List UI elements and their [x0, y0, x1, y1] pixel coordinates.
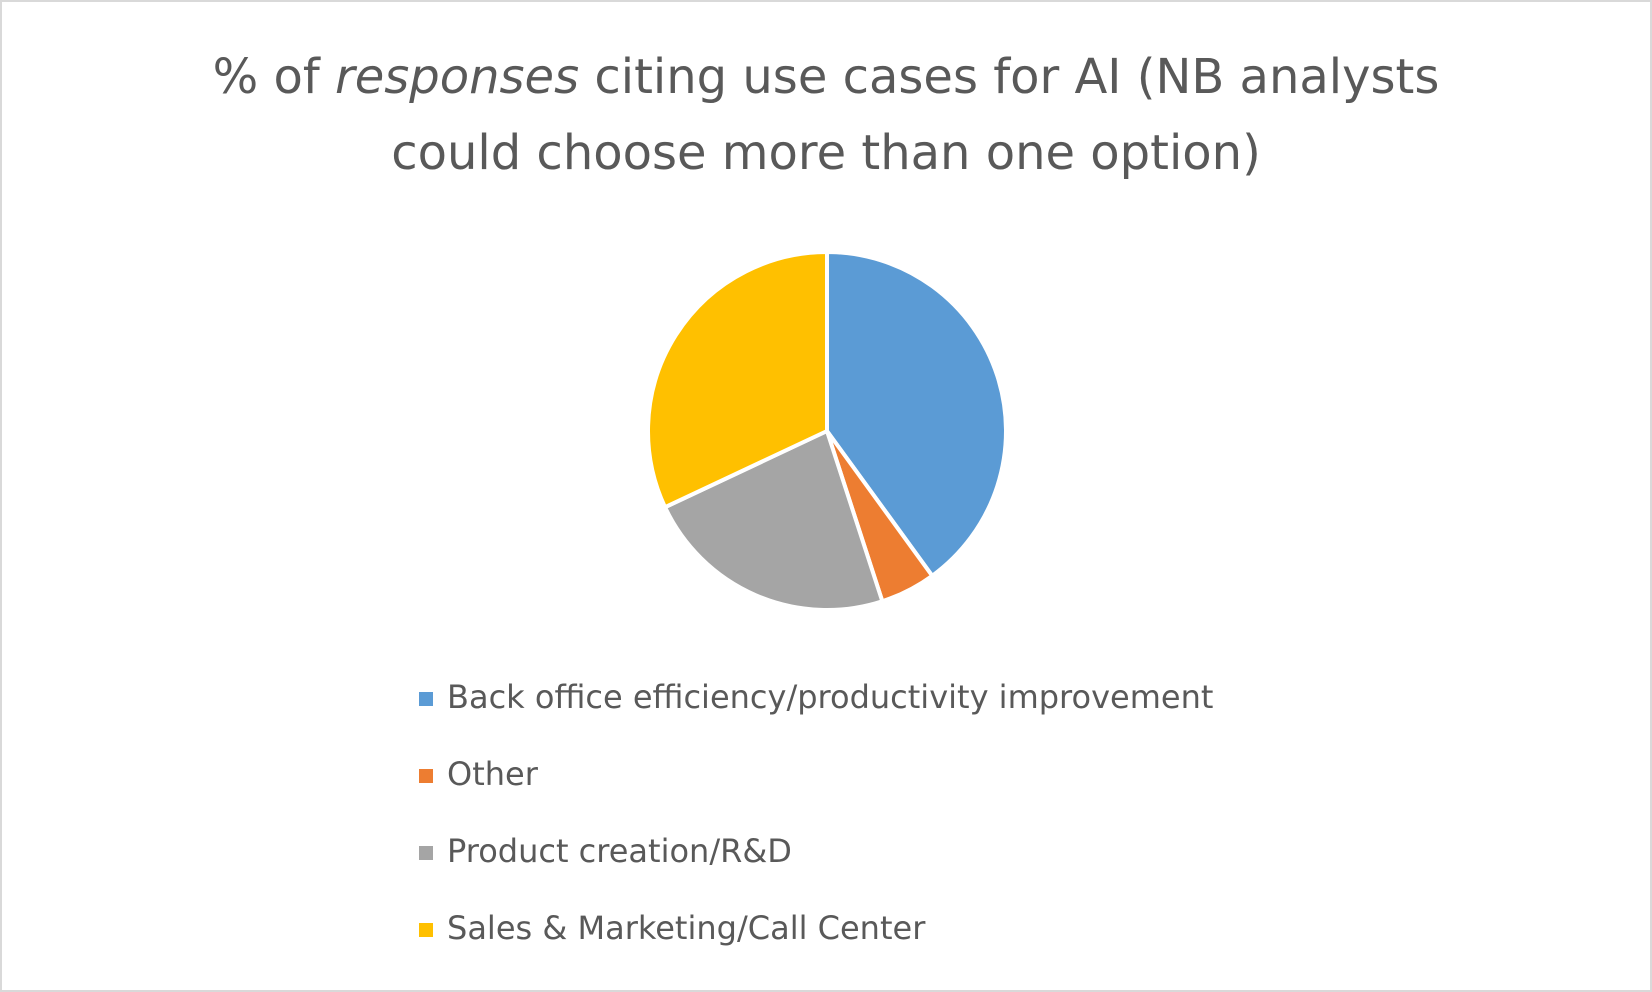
- title-part: responses: [335, 49, 579, 105]
- pie-slice: [825, 250, 1008, 578]
- legend-swatch: [419, 769, 433, 783]
- chart-title: could choose more than one option): [391, 125, 1261, 181]
- legend-label: Sales & Marketing/Call Center: [447, 909, 926, 947]
- legend-label: Back office efficiency/productivity impr…: [447, 678, 1213, 716]
- legend-label: Other: [447, 755, 539, 793]
- legend-label: Product creation/R&D: [447, 832, 792, 870]
- pie-slice: [646, 250, 829, 510]
- legend-swatch: [419, 692, 433, 706]
- legend-swatch: [419, 846, 433, 860]
- chart-title: % of responses citing use cases for AI (…: [213, 49, 1440, 105]
- pie-slice: [663, 429, 885, 612]
- title-part: citing use cases for AI (NB analysts: [579, 49, 1439, 105]
- title-part: % of: [213, 49, 335, 105]
- legend-swatch: [419, 923, 433, 937]
- title-part: could choose more than one option): [391, 125, 1261, 181]
